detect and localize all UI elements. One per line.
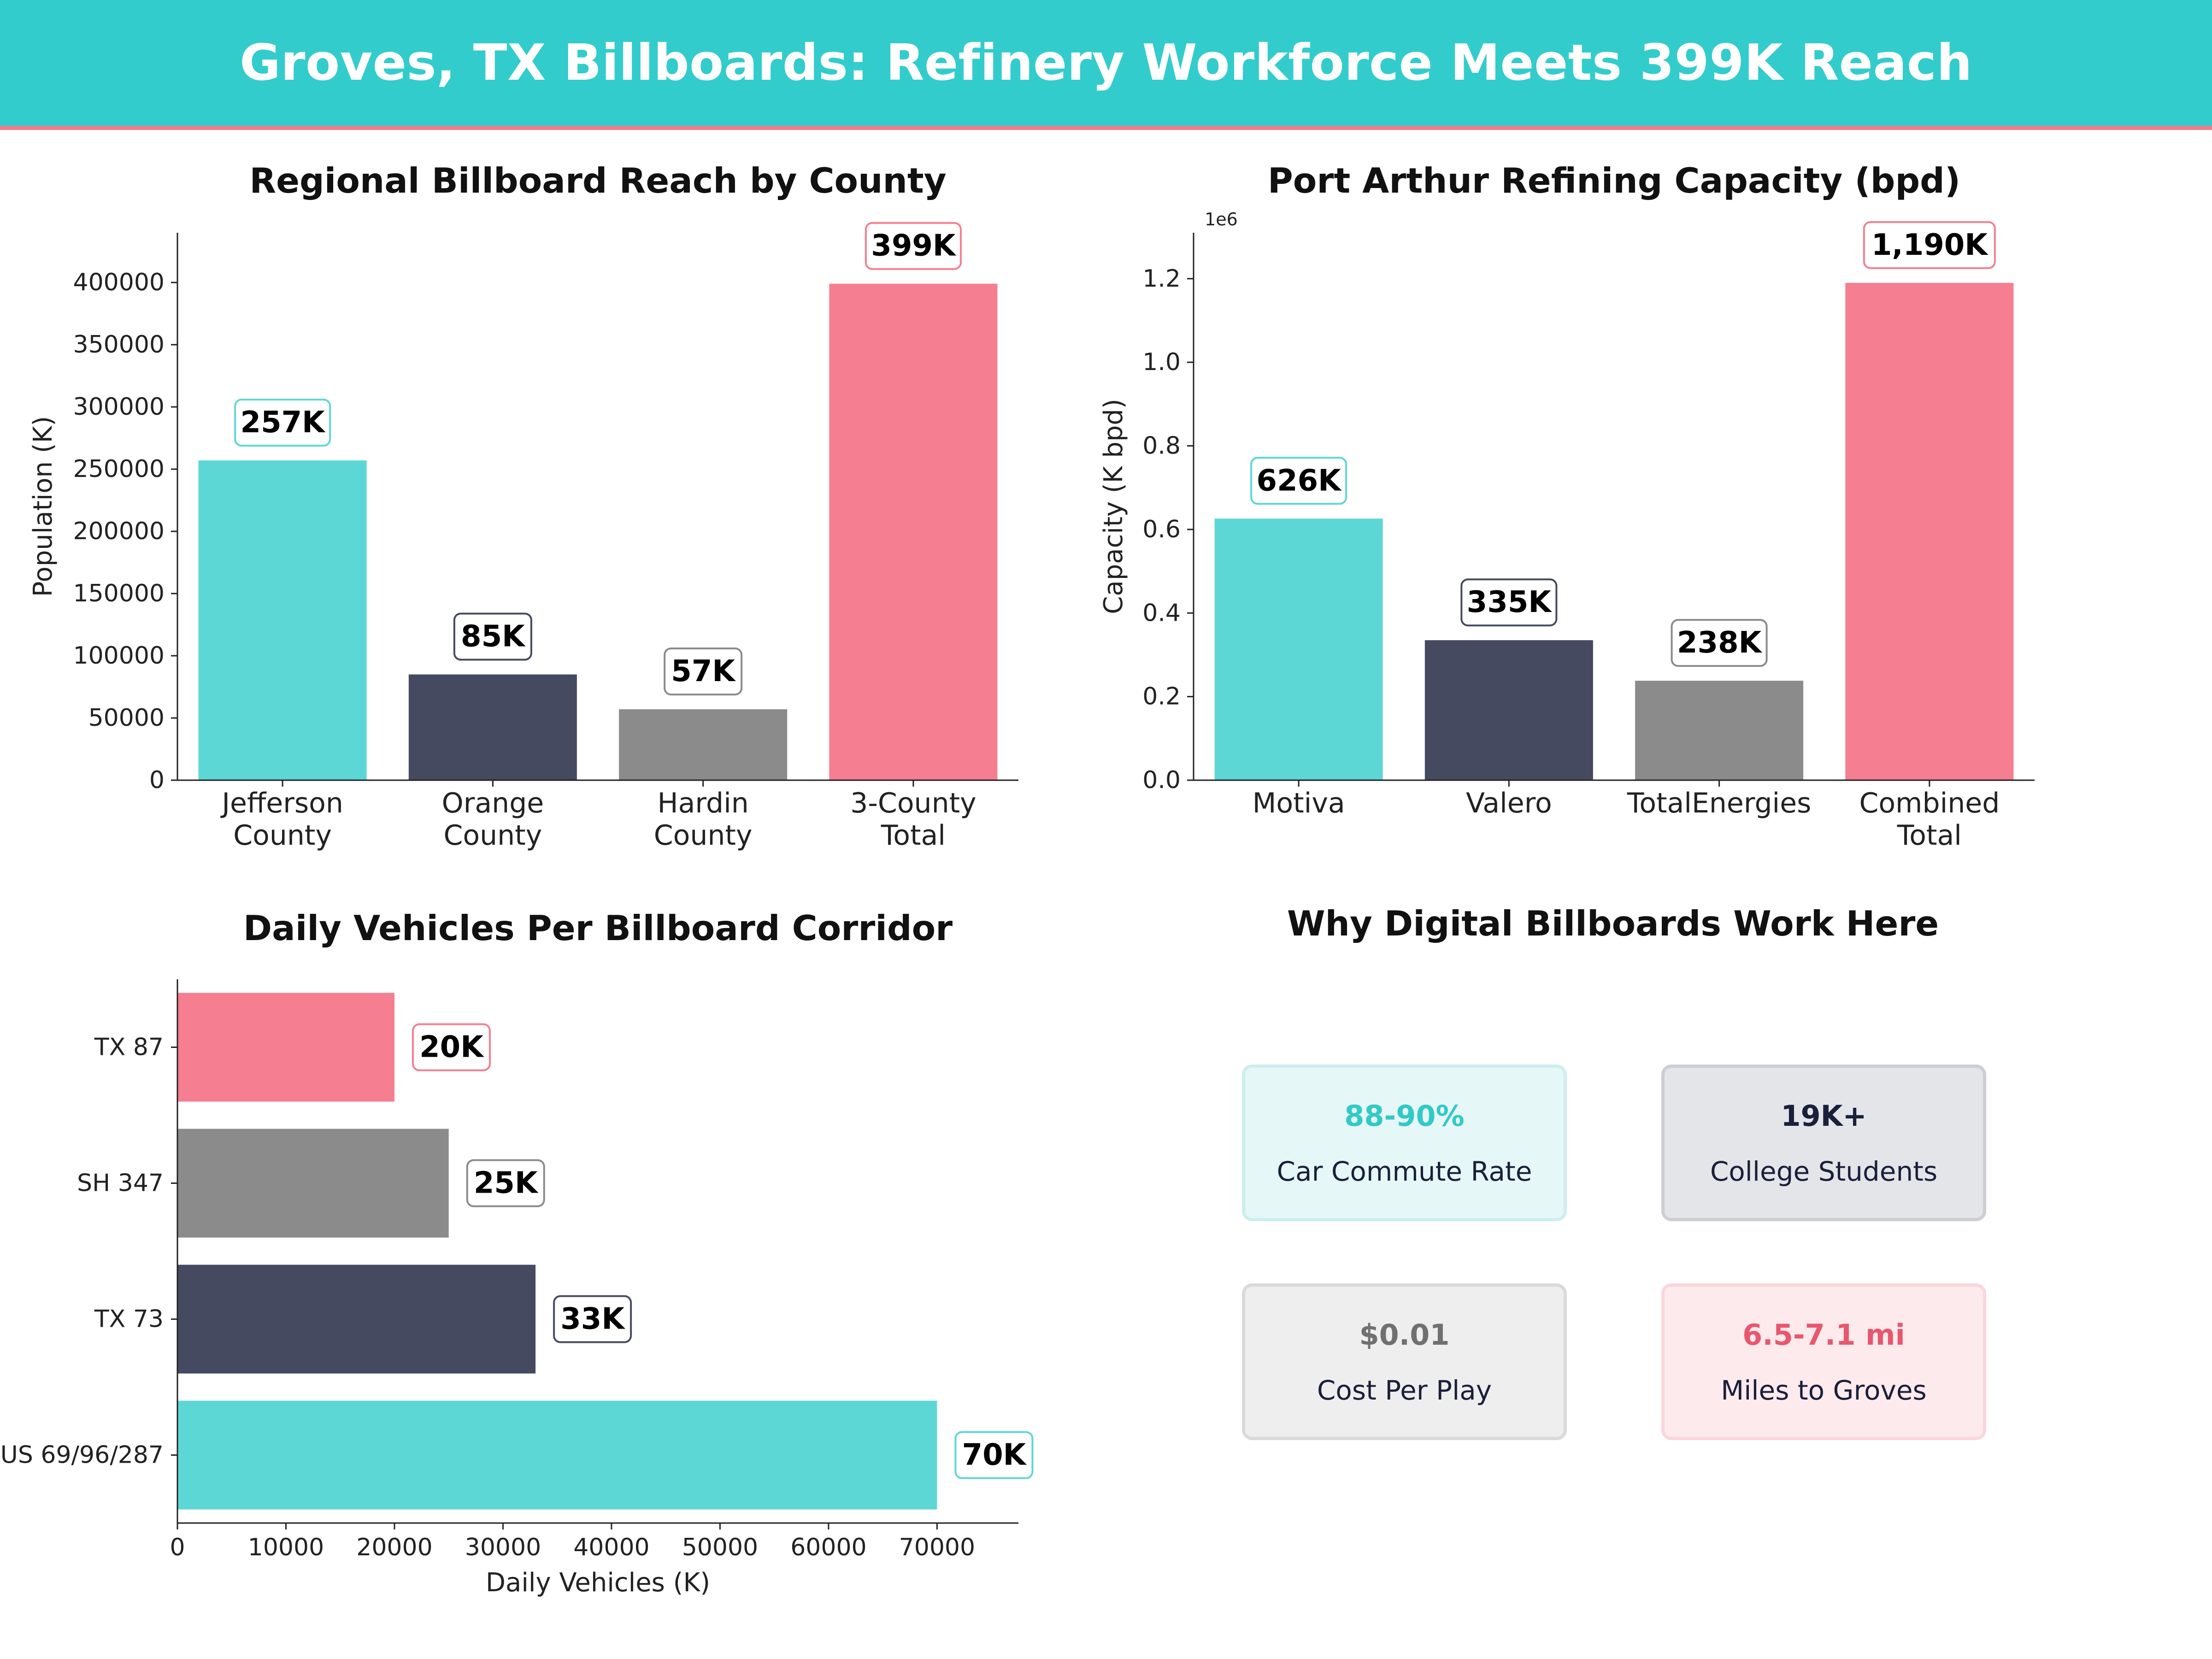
data-label-box (1250, 457, 1347, 505)
x-axis-label: Daily Vehicles (K) (486, 1568, 710, 1598)
data-label: 33K (560, 1302, 625, 1336)
data-label: 57K (671, 654, 736, 688)
x-tick-label: 10000 (248, 1534, 324, 1561)
x-tick-label: 70000 (899, 1534, 975, 1561)
bar (177, 993, 394, 1102)
y-tick-label: 0 (149, 766, 165, 794)
bar (177, 1265, 536, 1374)
stat-card-students: 19K+ College Students (1661, 1065, 1986, 1221)
bar (1635, 681, 1804, 780)
y-tick-label: 1.2 (1142, 265, 1181, 293)
y-tick-label: 50000 (88, 704, 165, 732)
data-label-box (1863, 221, 1996, 269)
category-label: Jefferson County (220, 787, 343, 852)
data-label-box (412, 1023, 491, 1071)
page-title: Groves, TX Billboards: Refinery Workforc… (240, 34, 1972, 92)
y-tick-label: 0.6 (1142, 516, 1181, 543)
bar (1214, 518, 1383, 780)
stat-value: 6.5-7.1 mi (1742, 1318, 1905, 1352)
category-label: Motiva (1253, 787, 1345, 819)
y-tick-label: 300000 (73, 393, 165, 421)
reach-by-county-chart: Regional Billboard Reach by County 257K Je… (28, 160, 1018, 852)
chart-title: Port Arthur Refining Capacity (bpd) (1268, 160, 1960, 201)
data-label-box (234, 399, 331, 447)
category-label: 3-County Total (850, 787, 977, 852)
y-tick-label: 250000 (73, 455, 165, 483)
category-label: Combined Total (1859, 787, 2000, 852)
y-tick-label: 0.8 (1142, 432, 1181, 460)
bar (408, 674, 577, 780)
data-label: 257K (241, 406, 326, 440)
data-label-box (664, 647, 743, 696)
data-label-box (1460, 578, 1558, 627)
data-label-box (1671, 619, 1768, 667)
bar (198, 460, 367, 780)
y-axis-label: Population (K) (28, 416, 58, 597)
stat-card-commute: 88-90% Car Commute Rate (1242, 1065, 1567, 1221)
category-label: TX 73 (94, 1306, 164, 1333)
stat-value: 19K+ (1781, 1099, 1867, 1133)
data-label: 20K (419, 1030, 484, 1065)
category-label: Hardin County (654, 787, 753, 852)
stat-label: College Students (1710, 1155, 1938, 1187)
bar (177, 1129, 449, 1238)
x-tick-label: 30000 (465, 1534, 541, 1561)
header-banner: Groves, TX Billboards: Refinery Workforc… (0, 0, 2212, 130)
category-label: US 69/96/287 (0, 1441, 164, 1469)
data-label-box (453, 612, 532, 661)
category-label: SH 347 (77, 1170, 164, 1197)
stat-label: Miles to Groves (1721, 1374, 1927, 1406)
stats-title: Why Digital Billboards Work Here (1287, 903, 1939, 944)
category-label: TotalEnergies (1627, 787, 1812, 819)
x-tick-label: 60000 (790, 1534, 866, 1561)
data-label-box (865, 222, 962, 270)
bar (177, 1400, 937, 1510)
y-tick-label: 0.0 (1142, 766, 1181, 794)
y-tick-label: 0.4 (1142, 599, 1181, 627)
y-tick-label: 350000 (73, 331, 165, 359)
category-label: Orange County (442, 787, 544, 852)
stat-value: $0.01 (1359, 1318, 1450, 1352)
y-tick-label: 1.0 (1142, 348, 1181, 376)
category-label: TX 87 (94, 1034, 164, 1061)
axis-offset-text: 1e6 (1205, 209, 1238, 229)
data-label: 238K (1677, 626, 1763, 660)
y-tick-label: 100000 (73, 642, 165, 670)
x-tick-label: 20000 (356, 1534, 432, 1561)
data-label-box (466, 1159, 545, 1207)
data-label: 70K (962, 1438, 1027, 1472)
data-label: 25K (474, 1166, 539, 1200)
stat-label: Cost Per Play (1317, 1374, 1492, 1406)
y-tick-label: 150000 (73, 580, 165, 607)
stat-card-cost: $0.01 Cost Per Play (1242, 1283, 1567, 1440)
bar (829, 283, 998, 781)
data-label-box (553, 1295, 632, 1343)
x-tick-label: 40000 (573, 1534, 649, 1561)
x-tick-label: 50000 (682, 1534, 758, 1561)
y-tick-label: 200000 (73, 518, 165, 545)
category-label: Valero (1466, 787, 1552, 819)
data-label: 85K (461, 620, 526, 654)
bar (1424, 640, 1593, 780)
refining-capacity-chart: Port Arthur Refining Capacity (bpd) 626K M… (1099, 160, 2035, 852)
daily-vehicles-chart: Daily Vehicles Per Billboard Corridor 20K… (0, 908, 1034, 1598)
data-label: 1,190K (1871, 228, 1988, 262)
data-label-box (954, 1431, 1034, 1479)
y-tick-label: 400000 (73, 269, 165, 296)
data-label: 399K (871, 229, 957, 263)
data-label: 335K (1467, 585, 1553, 619)
y-axis-label: Capacity (K bpd) (1099, 399, 1129, 614)
chart-title: Regional Billboard Reach by County (249, 160, 946, 201)
x-tick-label: 0 (170, 1534, 185, 1561)
data-label: 626K (1257, 464, 1342, 498)
stat-label: Car Commute Rate (1277, 1155, 1532, 1187)
chart-title: Daily Vehicles Per Billboard Corridor (243, 908, 953, 948)
bar (619, 709, 788, 780)
y-tick-label: 0.2 (1142, 683, 1181, 711)
stat-value: 88-90% (1344, 1099, 1465, 1133)
stat-card-distance: 6.5-7.1 mi Miles to Groves (1661, 1283, 1986, 1440)
bar (1845, 282, 2014, 780)
